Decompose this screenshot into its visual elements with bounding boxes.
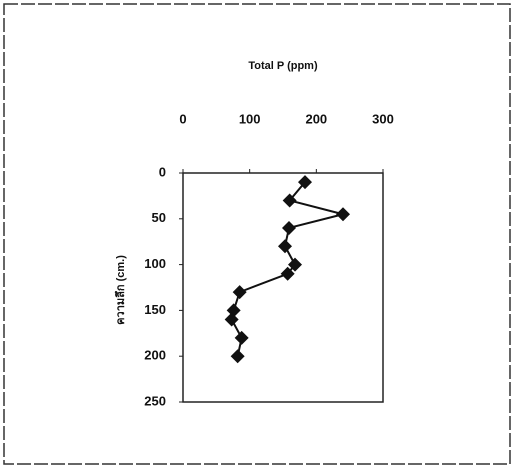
y-tick-label: 250 [144,393,166,408]
x-tick-label: 300 [372,111,394,126]
y-tick-label: 150 [144,302,166,317]
point-marker [231,349,245,363]
x-tick-label: 200 [305,111,327,126]
x-tick-label: 0 [179,111,186,126]
y-tick-label: 100 [144,256,166,271]
plot-area [183,173,383,402]
y-tick-label: 0 [159,164,166,179]
point-marker [233,285,247,299]
point-marker [282,221,296,235]
y-axis-title: ความลึก (cm.) [114,255,127,325]
x-tick-label: 100 [239,111,261,126]
point-marker [225,313,239,327]
frame [4,4,510,464]
point-marker [278,239,292,253]
chart: Total P (ppm) ความลึก (cm.) 0 100 200 300 0 5… [0,0,515,472]
point-marker [336,207,350,221]
point-marker [235,331,249,345]
chart-title: Total P (ppm) [248,60,318,72]
y-tick-label: 50 [152,210,166,225]
y-tick-label: 200 [144,348,166,363]
